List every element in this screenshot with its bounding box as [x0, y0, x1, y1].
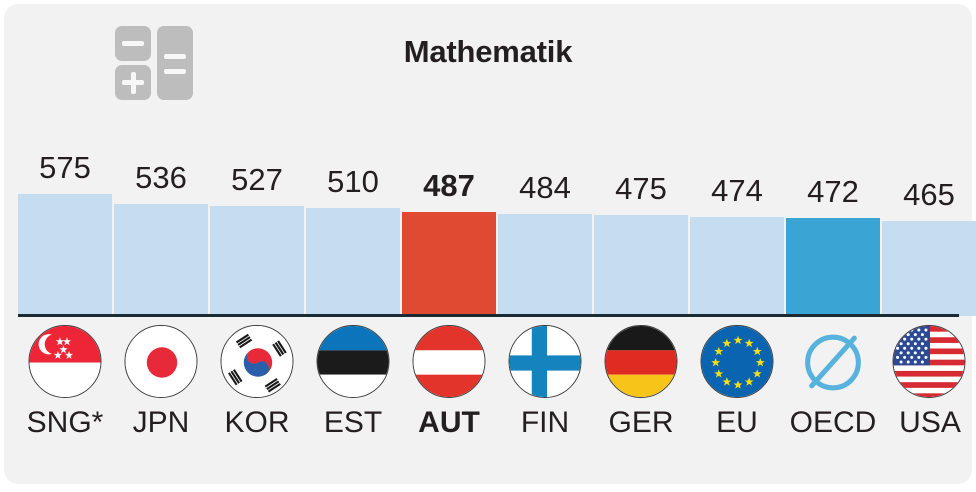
- bar-column-usa: 465: [882, 124, 976, 316]
- bar-rect[interactable]: [498, 214, 592, 316]
- bar-column-est: 510: [306, 124, 400, 316]
- bar-chart: 575 536 527 510 487: [18, 124, 976, 316]
- country-label-row: SNG* JPN KOR EST AUT FIN GER EU OECD USA: [18, 408, 961, 456]
- country-label-fin: FIN: [498, 408, 592, 438]
- country-label-sng: SNG*: [18, 408, 112, 438]
- flag-cell-oecd[interactable]: [786, 322, 880, 406]
- country-code: GER: [608, 406, 674, 439]
- equals-glyph-top: [164, 54, 186, 59]
- country-label-est: EST: [306, 408, 400, 438]
- bar-rect[interactable]: [882, 221, 976, 316]
- country-code: SNG*: [26, 406, 104, 439]
- flag-korea: [220, 325, 294, 398]
- flag-estonia: [316, 325, 390, 398]
- flag-cell-kor[interactable]: [210, 322, 304, 406]
- bar-rect[interactable]: [114, 204, 208, 316]
- country-label-kor: KOR: [210, 408, 304, 438]
- flag-finland: [508, 325, 582, 398]
- symbol-average: [797, 325, 870, 398]
- chart-baseline: [18, 314, 959, 317]
- bar-value-label: 510: [327, 164, 379, 199]
- country-label-usa: USA: [884, 408, 976, 438]
- flag-cell-est[interactable]: [306, 322, 400, 406]
- bar-column-jpn: 536: [114, 124, 208, 316]
- country-code: EST: [323, 406, 383, 439]
- calculator-icon: [109, 24, 195, 102]
- bar-value-label: 487: [423, 168, 475, 203]
- country-code: USA: [899, 406, 961, 439]
- page-title: Mathematik: [403, 34, 573, 69]
- country-code: AUT: [418, 406, 480, 439]
- infographic-card: Mathematik 575 536 527 510: [4, 4, 976, 484]
- bar-rect[interactable]: [786, 218, 880, 316]
- flag-germany: [604, 325, 678, 398]
- calculator-plus-key: [115, 65, 151, 100]
- bar-value-label: 536: [135, 160, 187, 195]
- card-header: Mathematik: [4, 4, 972, 122]
- bar-column-aut: 487: [402, 124, 496, 316]
- bar-value-label: 484: [519, 170, 571, 205]
- bar-rect[interactable]: [402, 212, 496, 316]
- plus-glyph-vertical: [130, 71, 136, 94]
- bar-value-label: 575: [39, 150, 91, 185]
- bar-value-label: 472: [807, 174, 859, 209]
- flag-cell-usa[interactable]: [882, 322, 976, 406]
- minus-glyph: [122, 41, 144, 46]
- bar-column-sng: 575: [18, 124, 112, 316]
- bar-value-label: 465: [903, 177, 955, 212]
- country-code: OECD: [789, 406, 877, 439]
- bar-rect[interactable]: [210, 206, 304, 316]
- flag-singapore: [28, 325, 102, 398]
- country-label-oecd: OECD: [784, 408, 882, 438]
- bar-column-ger: 475: [594, 124, 688, 316]
- flag-eu: [700, 325, 774, 398]
- calculator-equals-key: [157, 26, 193, 100]
- flag-cell-fin[interactable]: [498, 322, 592, 406]
- flag-japan: [124, 325, 198, 398]
- flag-cell-jpn[interactable]: [114, 322, 208, 406]
- bar-value-label: 527: [231, 162, 283, 197]
- calculator-minus-key: [115, 26, 151, 61]
- bar-column-fin: 484: [498, 124, 592, 316]
- bar-value-label: 474: [711, 173, 763, 208]
- country-label-aut: AUT: [402, 408, 496, 438]
- bar-rect[interactable]: [306, 208, 400, 316]
- flag-austria: [412, 325, 486, 398]
- bar-value-label: 475: [615, 171, 667, 206]
- country-code: EU: [716, 406, 758, 439]
- flag-usa: [892, 325, 966, 398]
- bar-rect[interactable]: [18, 194, 112, 316]
- bar-rect[interactable]: [690, 217, 784, 316]
- country-code: JPN: [132, 406, 190, 439]
- flag-cell-eu[interactable]: [690, 322, 784, 406]
- equals-glyph-bottom: [164, 69, 186, 74]
- country-code: KOR: [224, 406, 290, 439]
- flag-cell-ger[interactable]: [594, 322, 688, 406]
- flag-cell-sng[interactable]: [18, 322, 112, 406]
- flag-row: [18, 322, 966, 406]
- bar-column-oecd: 472: [786, 124, 880, 316]
- bar-column-kor: 527: [210, 124, 304, 316]
- country-code: FIN: [520, 406, 570, 439]
- country-label-eu: EU: [690, 408, 784, 438]
- country-label-jpn: JPN: [114, 408, 208, 438]
- country-label-ger: GER: [594, 408, 688, 438]
- flag-cell-aut[interactable]: [402, 322, 496, 406]
- bar-column-eu: 474: [690, 124, 784, 316]
- bar-rect[interactable]: [594, 215, 688, 316]
